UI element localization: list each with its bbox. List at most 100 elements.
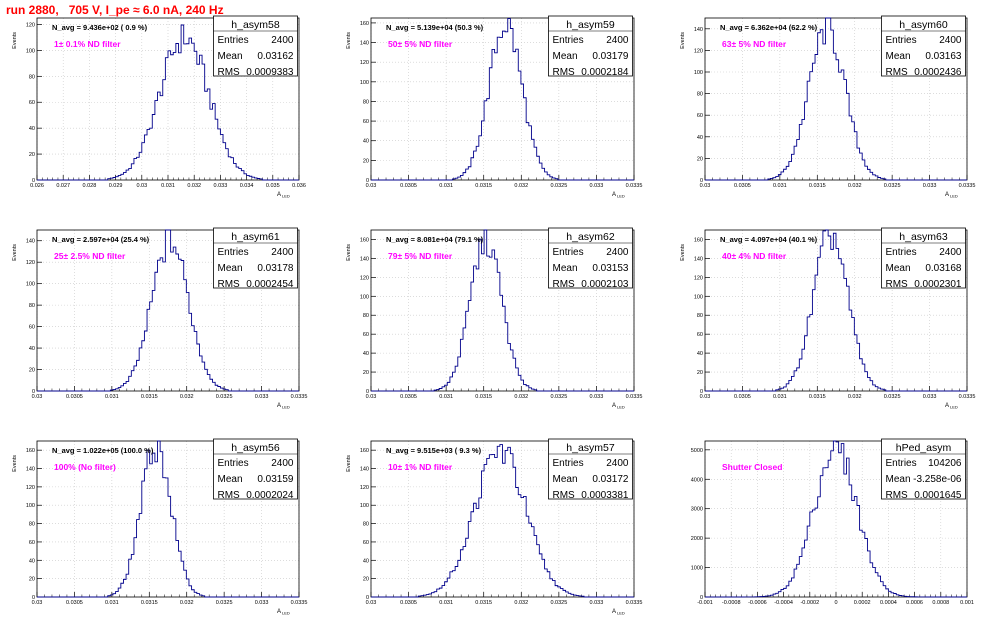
stats-key-rms: RMS [218, 67, 241, 78]
x-tick-label: 0.0325 [550, 394, 567, 400]
y-tick-label: 40 [363, 558, 369, 564]
y-tick-label: 100 [360, 294, 369, 300]
plot-frame [370, 17, 635, 181]
histogram-panel-h_asym61: 0.03 0.0305 0.031 0.0315 0.032 0.0325 0.033 0.0… [12, 227, 308, 410]
x-tick-label: 0.027 [56, 183, 70, 189]
x-tick-label: 0.032 [180, 600, 194, 606]
x-tick-label: 0.0305 [734, 394, 751, 400]
histogram-panel-h_asym59: 0.03 0.0305 0.031 0.0315 0.032 0.0325 0.033 0.0… [346, 15, 642, 199]
x-tick-label: 0.0002 [854, 600, 871, 606]
navg-label: N_avg = 1.022e+05 (100.0 %) [52, 446, 154, 455]
y-tick-label: 40 [29, 346, 35, 352]
x-tick-label: 0.033 [923, 183, 937, 189]
run-title: run 2880, 705 V, I_pe ≈ 6.0 nA, 240 Hz [6, 3, 224, 17]
y-tick-label: 80 [29, 74, 35, 80]
plot-frame [704, 17, 968, 181]
y-axis-title: Events [12, 244, 18, 261]
y-tick-label: 100 [360, 503, 369, 509]
y-axis-title: Events [346, 244, 352, 261]
y-tick-label: 60 [29, 540, 35, 546]
x-tick-label: 0.031 [105, 394, 119, 400]
x-axis-title: ALED [945, 192, 958, 199]
x-tick-label: 0.0335 [291, 394, 308, 400]
x-tick-label: 0.0315 [809, 394, 826, 400]
y-tick-label: 0 [366, 389, 369, 395]
y-axis-title: Events [346, 32, 352, 49]
x-tick-label: 0.029 [109, 183, 123, 189]
y-tick-label: 140 [694, 256, 703, 262]
y-tick-label: 80 [697, 92, 703, 98]
y-tick-label: 100 [694, 70, 703, 76]
y-tick-label: 140 [694, 27, 703, 33]
stats-title: h_asym63 [899, 231, 948, 243]
y-tick-label: 80 [363, 522, 369, 528]
y-tick-label: 20 [29, 368, 35, 374]
filter-label: 100% (No filter) [54, 462, 116, 472]
stats-key-entries: Entries [886, 247, 917, 258]
histogram-panel-h_asym60: 0.03 0.0305 0.031 0.0315 0.032 0.0325 0.033 0.0… [680, 15, 976, 199]
x-tick-label: -0.0006 [748, 600, 767, 606]
x-tick-label: 0.032 [187, 183, 201, 189]
filter-label: 1± 0.1% ND filter [54, 39, 121, 49]
y-tick-label: 20 [29, 577, 35, 583]
y-tick-label: 20 [363, 577, 369, 583]
histogram-series-hPed_asym [705, 440, 967, 598]
stats-box [213, 227, 298, 289]
x-tick-label: 0.026 [30, 183, 44, 189]
stats-key-entries: Entries [553, 35, 584, 46]
stats-key-rms: RMS [218, 279, 241, 290]
stats-title: h_asym56 [231, 442, 280, 454]
x-tick-label: 0.0305 [400, 183, 417, 189]
stats-value-entries: 2400 [606, 458, 629, 469]
stats-value-mean: 0.03159 [257, 474, 294, 485]
x-tick-label: 0.0335 [959, 183, 976, 189]
stats-key-rms: RMS [886, 67, 909, 78]
y-tick-label: 120 [26, 22, 35, 28]
histogram-series-h_asym60 [705, 17, 967, 181]
x-tick-label: 0.036 [292, 183, 306, 189]
y-tick-label: 60 [29, 100, 35, 106]
plot-frame [370, 229, 635, 392]
stats-value-rms: 0.0002454 [246, 279, 294, 290]
stats-value-mean: 0.03153 [592, 263, 629, 274]
y-tick-label: 5000 [691, 448, 703, 454]
y-tick-label: 40 [29, 126, 35, 132]
stats-title: h_asym57 [566, 442, 615, 454]
filter-label: 40± 4% ND filter [722, 251, 787, 261]
y-tick-label: 120 [694, 48, 703, 54]
stats-title: h_asym62 [566, 231, 615, 243]
y-tick-label: 40 [363, 139, 369, 145]
x-tick-label: 0.0325 [884, 183, 901, 189]
stats-key-mean: Mean [553, 474, 578, 485]
x-tick-label: 0.0315 [475, 600, 492, 606]
filter-label: 79± 5% ND filter [388, 251, 453, 261]
navg-label: N_avg = 9.436e+02 ( 0.9 %) [52, 23, 148, 32]
stats-box [881, 15, 966, 77]
stats-value-entries: 2400 [271, 458, 294, 469]
histogram-series-h_asym62 [371, 229, 634, 392]
y-tick-label: 20 [697, 156, 703, 162]
stats-key-entries: Entries [218, 458, 249, 469]
y-tick-label: 80 [697, 313, 703, 319]
stats-box [881, 227, 966, 289]
plot-frame [704, 229, 968, 392]
x-tick-label: 0.0305 [400, 600, 417, 606]
y-tick-label: 20 [29, 152, 35, 158]
y-tick-label: 3000 [691, 507, 703, 513]
stats-box [548, 227, 633, 289]
x-tick-label: 0.034 [240, 183, 254, 189]
y-tick-label: 160 [360, 237, 369, 243]
x-tick-label: 0.031 [105, 600, 119, 606]
x-tick-label: 0.032 [514, 394, 528, 400]
histogram-series-h_asym58 [37, 24, 299, 181]
y-tick-label: 60 [363, 119, 369, 125]
x-tick-label: 0.031 [439, 183, 453, 189]
stats-box [881, 438, 966, 500]
plot-frame [36, 440, 300, 598]
stats-value-rms: 0.0002103 [581, 279, 629, 290]
stats-key-rms: RMS [553, 490, 576, 501]
stats-title: hPed_asym [896, 442, 952, 454]
y-tick-label: 40 [363, 351, 369, 357]
x-tick-label: 0.032 [848, 394, 862, 400]
